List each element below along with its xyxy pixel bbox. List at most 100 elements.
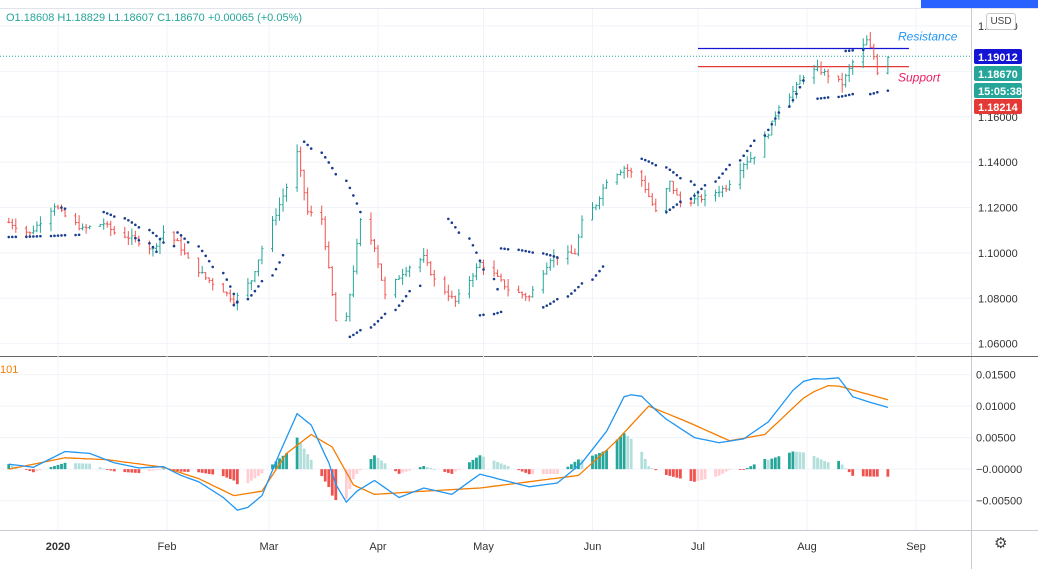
ohlc-bar	[309, 205, 313, 217]
sar-dot	[468, 237, 471, 240]
sar-dot	[130, 221, 134, 224]
sar-dot	[598, 269, 601, 273]
sar-dot	[541, 306, 545, 309]
histogram-bar	[376, 457, 380, 470]
ohlc-bar	[186, 251, 190, 259]
sar-dot	[334, 172, 338, 176]
sar-dot	[566, 295, 570, 298]
histogram-bar	[798, 452, 802, 470]
gear-icon[interactable]: ⚙	[994, 535, 1008, 552]
histogram-bar	[577, 459, 580, 470]
time-tick-label: Jun	[584, 541, 602, 553]
sar-dot	[63, 207, 67, 210]
histogram-bar	[383, 463, 387, 470]
toolbar-action-button[interactable]	[921, 0, 1038, 8]
ohlc-bar	[886, 56, 890, 75]
ohlc-bar	[161, 225, 165, 243]
ohlc-bar	[394, 278, 398, 299]
histogram-bar	[429, 467, 433, 470]
sar-dot	[457, 231, 461, 234]
ohlc-bar	[102, 218, 106, 230]
signal-line	[8, 384, 889, 497]
sar-dot	[236, 301, 239, 304]
sar-dot	[693, 183, 696, 187]
time-tick-label: Jul	[691, 541, 705, 553]
ohlc-bar	[861, 38, 865, 68]
sar-dot	[394, 308, 397, 312]
sar-dot	[162, 241, 165, 244]
ohlc-bar	[278, 197, 282, 221]
histogram-bar	[60, 463, 63, 470]
ohlc-bar	[823, 68, 827, 76]
ohlc-bar	[527, 295, 531, 302]
sar-dot	[531, 251, 535, 254]
sar-dot	[788, 105, 791, 108]
histogram-bar	[197, 469, 201, 473]
histogram-bar	[260, 469, 264, 474]
ohlc-bar	[123, 226, 127, 239]
sar-dot	[478, 259, 482, 263]
price-label-box	[974, 83, 1022, 98]
ohlc-bar	[742, 162, 746, 179]
sar-dot	[777, 111, 781, 114]
sar-dot	[679, 200, 682, 204]
sar-dot	[703, 184, 707, 187]
sar-dot	[541, 252, 545, 255]
ohlc-bar	[506, 279, 510, 297]
ohlc-bar	[721, 185, 725, 198]
histogram-bar	[499, 463, 503, 470]
ohlc-bar	[467, 276, 471, 299]
ohlc-bar	[552, 249, 556, 268]
sar-dot	[517, 248, 520, 252]
ohlc-bar	[654, 198, 658, 213]
ohlc-bar	[837, 75, 841, 82]
sar-dot	[105, 212, 109, 215]
sar-dot	[418, 284, 422, 288]
sar-dot	[643, 158, 647, 162]
ohlc-bar	[844, 73, 848, 88]
ohlc-bar	[7, 217, 11, 224]
sar-dot	[767, 128, 770, 132]
sar-dot	[376, 319, 380, 323]
histogram-bar	[39, 469, 42, 471]
sar-dot	[665, 210, 668, 214]
histogram-bar	[109, 469, 113, 471]
sar-dot	[675, 203, 679, 206]
sar-dot	[496, 311, 499, 315]
sar-dot	[654, 163, 658, 167]
histogram-bar	[594, 454, 598, 470]
histogram-bar	[847, 469, 851, 473]
sar-dot	[134, 223, 137, 227]
ohlc-bar	[601, 183, 605, 206]
ohlc-bar	[590, 202, 594, 221]
currency-button[interactable]: USD	[986, 13, 1016, 30]
ohlc-bar	[295, 144, 299, 192]
ohlc-bar	[376, 244, 380, 269]
sar-dot	[32, 235, 35, 238]
sar-dot	[404, 294, 408, 298]
histogram-bar	[306, 454, 310, 470]
sar-dot	[573, 289, 577, 292]
histogram-bar	[752, 464, 756, 470]
histogram-bar	[496, 462, 499, 470]
histogram-bar	[696, 469, 700, 481]
support-resistance-lines[interactable]: Resistance Support	[0, 29, 971, 85]
ohlc-bar	[671, 180, 675, 195]
price-tick-label: 1.14000	[978, 157, 1018, 169]
sar-dot	[151, 245, 155, 249]
sar-dot	[503, 247, 506, 251]
histogram-bar	[506, 466, 510, 470]
sar-dot	[10, 235, 14, 239]
ohlc-bar	[84, 223, 88, 234]
ohlc-bar	[446, 284, 450, 302]
ohlc-bar	[474, 263, 478, 281]
sar-dot	[102, 210, 106, 214]
sar-dot	[60, 206, 63, 209]
sar-dot	[373, 323, 376, 326]
histogram-bar	[693, 469, 696, 482]
histogram-bar	[738, 469, 742, 470]
ohlc-bar	[752, 156, 756, 165]
ohlc-bar	[872, 43, 876, 60]
sar-dot	[527, 250, 531, 254]
